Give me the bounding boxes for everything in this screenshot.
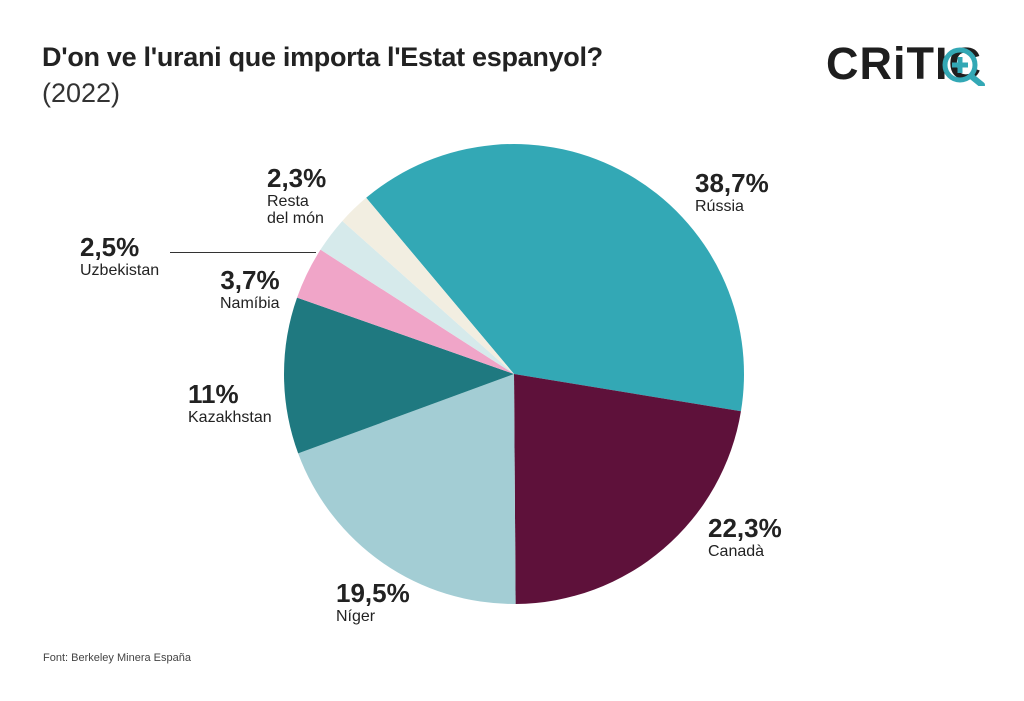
name-rest: Resta del món <box>267 193 324 227</box>
source-note: Font: Berkeley Minera España <box>43 652 191 664</box>
pct-uzbekistan: 2,5% <box>80 232 140 262</box>
pct-namibia: 3,7% <box>220 265 280 295</box>
chart-title: D'on ve l'urani que importa l'Estat espa… <box>42 42 603 72</box>
name-niger: Níger <box>336 608 376 625</box>
pie-slice-uzbekistan <box>320 220 514 374</box>
critic-logo: CRiTIC <box>826 40 992 88</box>
uzbekistan-leader-line <box>170 252 316 253</box>
pct-russia: 38,7% <box>695 168 769 198</box>
chart-subtitle: (2022) <box>42 78 121 108</box>
pie-slice-kazakhstan <box>284 297 514 454</box>
name-namibia: Namíbia <box>220 295 280 312</box>
name-uzbekistan: Uzbekistan <box>80 262 160 279</box>
label-kazakhstan: 11% Kazakhstan <box>188 381 272 426</box>
pct-niger: 19,5% <box>336 578 410 608</box>
label-namibia: 3,7% Namíbia <box>220 267 280 312</box>
name-canada: Canadà <box>708 543 765 560</box>
name-russia: Rússia <box>695 198 744 215</box>
pct-rest: 2,3% <box>267 163 327 193</box>
pie-slice-r-ssia <box>366 144 744 412</box>
label-niger: 19,5% Níger <box>336 580 410 625</box>
label-russia: 38,7% Rússia <box>695 170 769 215</box>
pct-canada: 22,3% <box>708 513 782 543</box>
pie-slice-resta <box>342 197 514 374</box>
pie-slice-nam-bia <box>297 249 514 374</box>
label-uzbekistan: 2,5% Uzbekistan <box>80 234 159 279</box>
name-kazakhstan: Kazakhstan <box>188 409 272 426</box>
pie-slice-n-ger <box>298 374 516 604</box>
label-rest: 2,3% Resta del món <box>267 165 326 227</box>
pct-kazakhstan: 11% <box>188 379 239 409</box>
label-canada: 22,3% Canadà <box>708 515 782 560</box>
pie-slice-canad- <box>514 374 741 604</box>
plus-magnifier-icon <box>942 47 985 86</box>
